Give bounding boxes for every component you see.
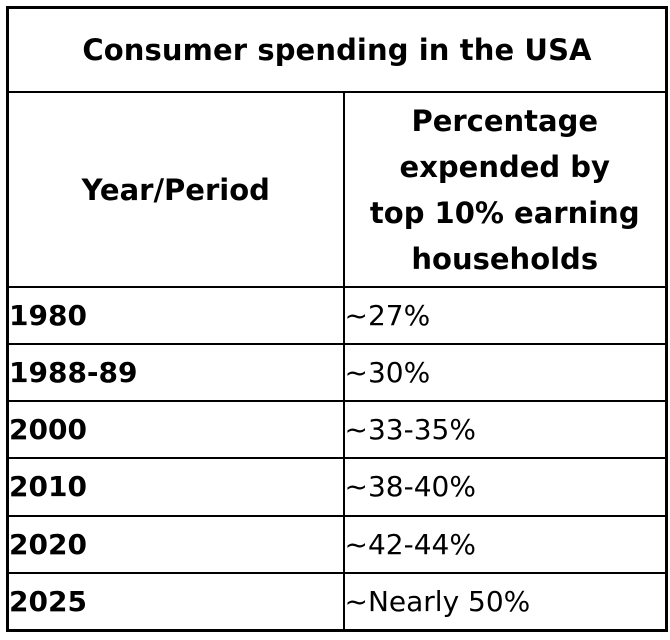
table-row: 2025 ~Nearly 50% bbox=[6, 571, 668, 632]
table-row: 1980 ~27% bbox=[6, 285, 668, 346]
period-cell: 1988-89 bbox=[6, 343, 345, 403]
table-row: 2020 ~42-44% bbox=[6, 514, 668, 574]
percentage-cell: ~42-44% bbox=[342, 514, 668, 574]
header-line: Percentage bbox=[411, 103, 599, 138]
percentage-cell: ~38-40% bbox=[342, 457, 668, 517]
period-cell: 2010 bbox=[6, 457, 345, 517]
header-line: top 10% earning bbox=[369, 195, 640, 230]
period-cell: 2025 bbox=[6, 571, 345, 632]
table-row: 2000 ~33-35% bbox=[6, 400, 668, 460]
percentage-cell: ~30% bbox=[342, 343, 668, 403]
table-body: Consumer spending in the USA Year/Period… bbox=[6, 6, 668, 632]
percentage-cell: ~Nearly 50% bbox=[342, 571, 668, 632]
consumer-spending-table: Consumer spending in the USA Year/Period… bbox=[6, 6, 668, 632]
column-header-period: Year/Period bbox=[6, 91, 345, 288]
column-header-percentage: Percentage expended by top 10% earning h… bbox=[342, 91, 668, 288]
period-cell: 2020 bbox=[6, 514, 345, 574]
title-row: Consumer spending in the USA bbox=[6, 6, 668, 94]
percentage-cell: ~33-35% bbox=[342, 400, 668, 460]
header-line: expended by bbox=[399, 149, 610, 184]
table-row: 1988-89 ~30% bbox=[6, 343, 668, 403]
header-row: Year/Period Percentage expended by top 1… bbox=[6, 91, 668, 288]
percentage-cell: ~27% bbox=[342, 285, 668, 346]
table-row: 2010 ~38-40% bbox=[6, 457, 668, 517]
period-cell: 1980 bbox=[6, 285, 345, 346]
table-title: Consumer spending in the USA bbox=[6, 6, 668, 94]
period-cell: 2000 bbox=[6, 400, 345, 460]
header-line: households bbox=[411, 241, 599, 276]
